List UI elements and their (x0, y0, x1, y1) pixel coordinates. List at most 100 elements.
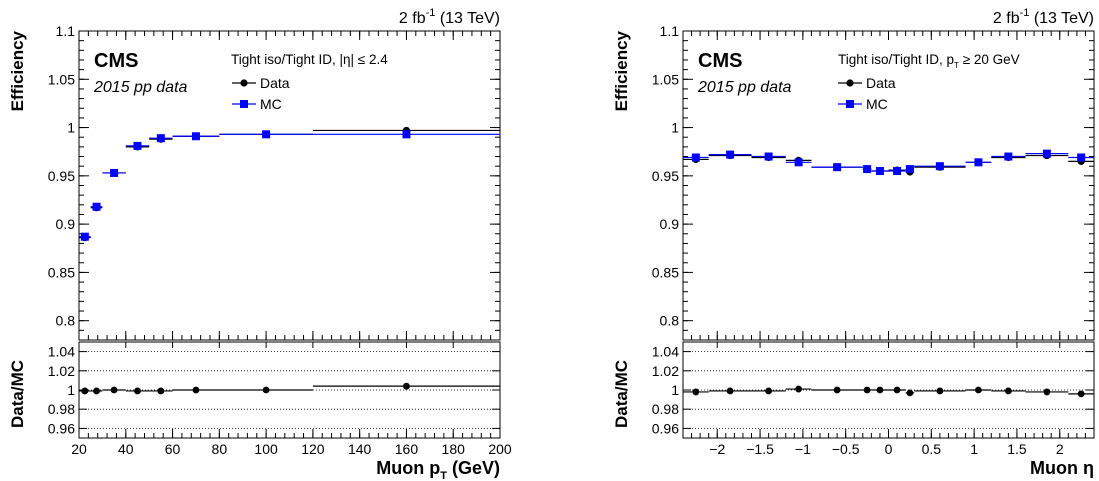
lumi-main: 2 fb (399, 10, 426, 27)
x-tick-label: 80 (212, 441, 228, 457)
chart-panel-2: 0.8 0.85 0.9 0.95 1 1.05 1.1 0.96 0.98 1 1.02 1.04 −… (612, 7, 1095, 478)
ratio-tick-label: 0.98 (48, 401, 75, 417)
mc-point (974, 158, 983, 167)
ratio-tick-label: 0.96 (652, 420, 679, 436)
mc-point (1004, 152, 1013, 161)
ratio-point (81, 387, 89, 395)
ratio-point (795, 385, 802, 393)
mc-point (133, 141, 142, 150)
ratio-point (110, 386, 118, 394)
y-tick-label: 1.1 (660, 23, 680, 39)
legend-data-label: Data (866, 75, 896, 91)
x-axis-title: Muon η (1030, 458, 1094, 478)
y-tick-label: 1 (67, 120, 75, 136)
legend-data-label: Data (260, 75, 290, 91)
x-tick-label: 20 (71, 441, 87, 457)
x-tick-label: 120 (301, 441, 325, 457)
x-tick-label: 0.5 (922, 441, 942, 457)
ratio-y-axis-title: Data/MC (8, 360, 27, 428)
legend-mc-marker (240, 100, 248, 108)
ratio-point (93, 387, 100, 395)
ratio-point (157, 387, 165, 395)
x-title-main: Muon η (1030, 458, 1094, 478)
data-period-label: 2015 pp data (697, 79, 792, 96)
y-tick-label: 1 (671, 120, 679, 136)
ratio-point (726, 387, 734, 395)
lumi-exponent: -1 (426, 7, 436, 19)
ratio-point (833, 386, 841, 394)
x-tick-label: 0 (885, 441, 893, 457)
ratio-point (134, 387, 141, 395)
y-tick-label: 0.95 (652, 168, 679, 184)
ratio-tick-label: 1.04 (652, 344, 679, 360)
x-tick-label: −2 (709, 441, 725, 457)
lumi-energy: (13 TeV) (435, 10, 500, 27)
x-tick-label: 1 (970, 441, 978, 457)
legend-data-marker (240, 79, 248, 87)
x-tick-label: 100 (254, 441, 278, 457)
ratio-point (1077, 390, 1085, 398)
mc-point (1042, 149, 1051, 158)
y-tick-label: 0.8 (660, 313, 680, 329)
y-tick-label: 0.85 (48, 264, 75, 280)
chart-panel-1: 0.8 0.85 0.9 0.95 1 1.05 1.1 0.96 0.98 1 1.02 1.04 2… (8, 7, 512, 481)
x-tick-label: 140 (348, 441, 372, 457)
y-tick-label: 0.8 (56, 313, 76, 329)
x-title-unit: (GeV) (447, 458, 500, 478)
ratio-tick-label: 0.96 (48, 420, 75, 436)
x-tick-label: 160 (395, 441, 419, 457)
selection-label: Tight iso/Tight ID, pT ≥ 20 GeV (838, 52, 1020, 70)
legend-mc-label: MC (260, 96, 282, 112)
ratio-point (975, 386, 982, 394)
x-tick-label: 180 (442, 441, 466, 457)
lumi-energy: (13 TeV) (1029, 10, 1094, 27)
y-tick-label: 1.05 (48, 71, 75, 87)
data-period-label: 2015 pp data (93, 79, 188, 96)
cms-label: CMS (698, 50, 742, 72)
selection-text: Tight iso/Tight ID, p (838, 52, 954, 67)
ratio-tick-label: 1.02 (48, 363, 75, 379)
lumi-exponent: -1 (1020, 7, 1030, 19)
ratio-point (192, 386, 200, 394)
ratio-point (893, 386, 901, 394)
mc-point (794, 158, 803, 167)
x-title-main: Muon p (376, 458, 440, 478)
ratio-point (936, 387, 944, 395)
mc-point (402, 130, 411, 139)
y-tick-label: 0.9 (660, 216, 680, 232)
x-tick-label: 200 (488, 441, 512, 457)
x-tick-label: 60 (165, 441, 181, 457)
mc-point (833, 163, 842, 172)
ratio-y-axis-title: Data/MC (612, 360, 631, 428)
selection-text: Tight iso/Tight ID, |η| ≤ 2.4 (231, 52, 388, 67)
ratio-tick-label: 1.04 (48, 344, 75, 360)
mc-point (875, 167, 884, 176)
selection-subscript: T (954, 61, 959, 70)
x-tick-label: −1.5 (746, 441, 774, 457)
y-tick-label: 0.9 (56, 216, 76, 232)
x-tick-label: 2 (1056, 441, 1064, 457)
selection-text-rest: ≥ 20 GeV (959, 52, 1020, 67)
mc-point (110, 168, 119, 177)
mc-point (726, 150, 735, 159)
mc-point (893, 167, 902, 176)
x-tick-label: −0.5 (832, 441, 860, 457)
legend-mc-marker (846, 100, 854, 108)
legend-data-marker (846, 79, 854, 87)
x-tick-label: 1.5 (1007, 441, 1027, 457)
selection-label: Tight iso/Tight ID, |η| ≤ 2.4 (231, 52, 388, 67)
cms-label: CMS (94, 50, 138, 72)
y-tick-label: 1.1 (56, 23, 76, 39)
y-tick-label: 0.85 (652, 264, 679, 280)
mc-point (764, 152, 773, 161)
mc-point (1077, 153, 1086, 162)
legend-mc-label: MC (866, 96, 888, 112)
luminosity-label: 2 fb-1 (13 TeV) (993, 7, 1094, 27)
ratio-point (876, 386, 884, 394)
lumi-main: 2 fb (993, 10, 1020, 27)
ratio-point (863, 386, 871, 394)
y-axis-title: Efficiency (8, 30, 27, 111)
ratio-tick-label: 0.98 (652, 401, 679, 417)
ratio-point (765, 387, 773, 395)
